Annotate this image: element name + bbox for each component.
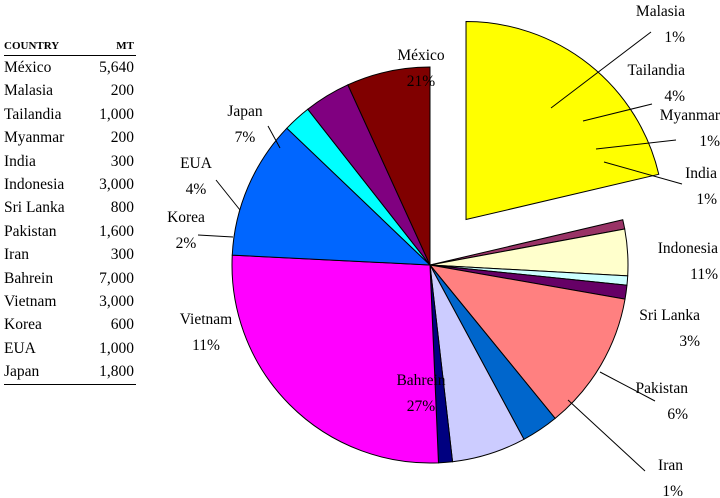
table-row: Indonesia 3,000 — [4, 173, 136, 196]
cell-country: Vietnam — [4, 293, 57, 311]
slice-label-iran: Iran — [658, 457, 683, 474]
slice-percent-vietnam: 11% — [192, 337, 220, 354]
slice-label-mexico: México — [397, 47, 445, 64]
cell-country: India — [4, 152, 36, 170]
cell-mt: 800 — [110, 199, 134, 217]
pie-slices — [231, 21, 660, 464]
leader-line-iran — [567, 399, 646, 472]
cell-country: Sri Lanka — [4, 199, 65, 217]
slice-label-indonesia: Indonesia — [658, 240, 718, 257]
slice-labels: México 21% Malasia 1% Tailandia 4% Myanmar 1% In… — [167, 3, 720, 498]
data-table-panel: COUNTRY MT México 5,640 Malasia 200 Tailandi… — [4, 40, 136, 385]
slice-label-bahrein: Bahrein — [396, 372, 445, 389]
cell-mt: 300 — [110, 246, 134, 264]
header-mt: MT — [86, 40, 136, 56]
table-row: Bahrein 7,000 — [4, 267, 136, 290]
cell-mt: 200 — [110, 82, 134, 100]
cell-mt: 1,800 — [86, 360, 136, 385]
leader-line-malasia — [550, 31, 652, 109]
leader-line-myanmar — [595, 139, 677, 150]
cell-mt: 3,000 — [99, 293, 134, 311]
cell-country: Indonesia — [4, 176, 65, 194]
slice-label-vietnam: Vietnam — [180, 311, 232, 328]
table-row: Pakistan 1,600 — [4, 220, 136, 243]
cell-mt: 1,600 — [99, 222, 134, 240]
table-body: México 5,640 Malasia 200 Tailandia 1,000 Myanm… — [4, 56, 136, 385]
cell-country: Bahrein — [4, 269, 54, 287]
table-row: Sri Lanka 800 — [4, 196, 136, 219]
table-row: Japan 1,800 — [4, 360, 136, 385]
leader-line-india — [603, 161, 683, 185]
slice-label-eua: EUA — [180, 155, 213, 172]
cell-mt: 1,000 — [99, 105, 134, 123]
slice-percent-korea: 2% — [176, 235, 197, 252]
cell-country: Myanmar — [4, 129, 65, 147]
table-row: EUA 1,000 — [4, 337, 136, 360]
pie-slice-japan — [347, 66, 431, 266]
cell-mt: 300 — [110, 152, 134, 170]
cell-country: Iran — [4, 246, 29, 264]
cell-mt: 3,000 — [99, 176, 134, 194]
cell-mt: 600 — [110, 316, 134, 334]
cell-country: EUA — [4, 339, 36, 357]
slice-label-japan: Japan — [227, 103, 263, 120]
country-mt-table: COUNTRY MT México 5,640 Malasia 200 Tailandi… — [4, 40, 136, 385]
cell-mt: 200 — [110, 129, 134, 147]
slice-label-india: India — [685, 165, 717, 182]
slice-percent-japan: 7% — [235, 129, 256, 146]
pie-slice-bahrein — [231, 254, 439, 464]
cell-country: Japan — [4, 360, 87, 385]
slice-percent-india: 1% — [696, 191, 717, 208]
table-header-row: COUNTRY MT — [4, 40, 136, 56]
cell-mt: 5,640 — [99, 59, 134, 76]
leader-line-tailandia — [582, 103, 653, 122]
slice-percent-bahrein: 27% — [407, 398, 436, 415]
pie-slice-indonesia — [428, 264, 626, 420]
pie-slice-vietnam — [231, 127, 432, 266]
table-row: India 300 — [4, 150, 136, 173]
slice-percent-tailandia: 4% — [664, 88, 685, 105]
slice-percent-mexico: 21% — [407, 73, 436, 90]
table-row: Myanmar 200 — [4, 126, 136, 149]
cell-country: Pakistan — [4, 222, 57, 240]
cell-country: Korea — [4, 316, 42, 334]
slice-label-sri-lanka: Sri Lanka — [639, 307, 700, 324]
table-row: Iran 300 — [4, 243, 136, 266]
slice-label-pakistan: Pakistan — [635, 380, 688, 397]
leader-lines — [197, 31, 683, 472]
slice-percent-myanmar: 1% — [699, 133, 720, 150]
cell-country: México — [4, 59, 52, 76]
slice-label-korea: Korea — [167, 209, 205, 226]
slice-percent-pakistan: 6% — [667, 406, 688, 423]
cell-mt: 1,000 — [99, 339, 134, 357]
pie-slice-mexico — [465, 21, 660, 221]
slice-percent-indonesia: 11% — [690, 266, 718, 283]
leader-line-japan — [267, 125, 281, 149]
leader-line-pakistan — [599, 371, 656, 402]
header-country: COUNTRY — [4, 40, 87, 56]
slice-label-myanmar: Myanmar — [660, 107, 720, 124]
slice-label-tailandia: Tailandia — [628, 62, 686, 79]
leader-line-eua — [215, 179, 241, 211]
table-row: Korea 600 — [4, 313, 136, 336]
leader-line-korea — [197, 234, 234, 238]
cell-country: Tailandia — [4, 105, 62, 123]
table-row: Malasia 200 — [4, 79, 136, 102]
table-row: México 5,640 — [4, 56, 136, 80]
slice-percent-iran: 1% — [662, 483, 683, 498]
cell-country: Malasia — [4, 82, 54, 100]
slice-percent-malasia: 1% — [664, 29, 685, 46]
slice-percent-eua: 4% — [186, 181, 207, 198]
slice-percent-sri-lanka: 3% — [679, 333, 700, 350]
table-row: Vietnam 3,000 — [4, 290, 136, 313]
cell-mt: 7,000 — [99, 269, 134, 287]
table-row: Tailandia 1,000 — [4, 103, 136, 126]
slice-label-malasia: Malasia — [636, 3, 685, 20]
